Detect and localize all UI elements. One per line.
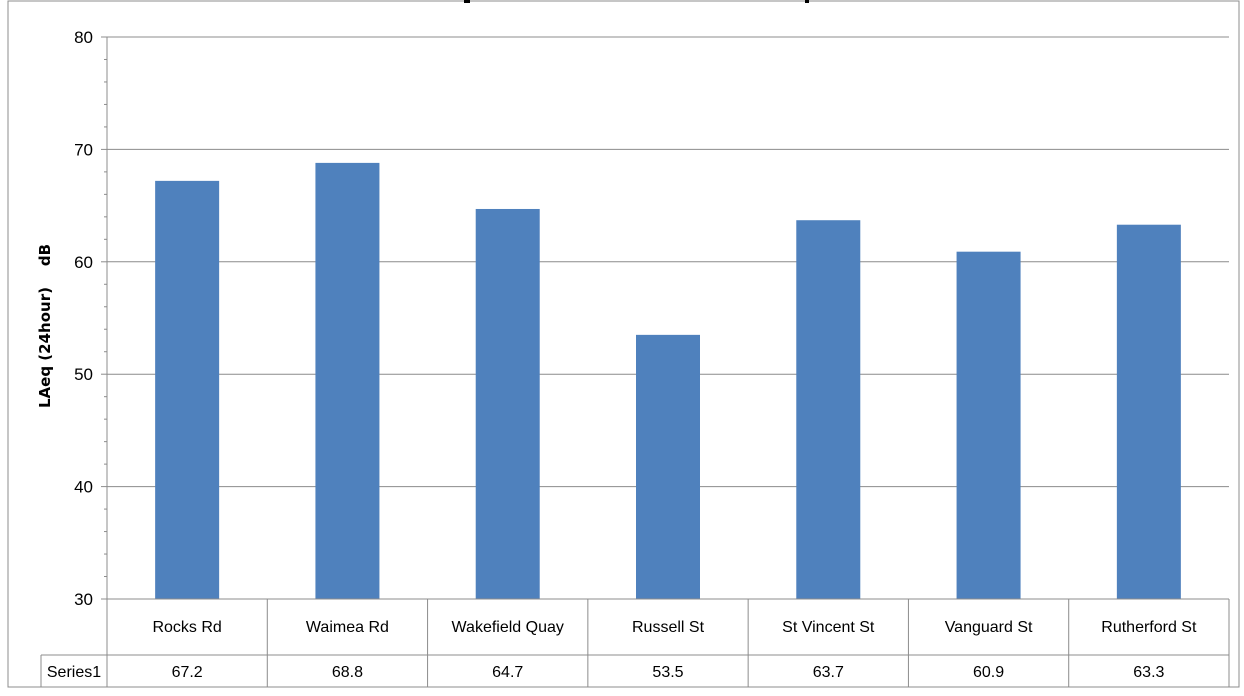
y-tick-label: 40 <box>74 478 93 497</box>
bar-waimea-rd <box>315 162 380 599</box>
table-value-cell: 63.7 <box>813 664 844 681</box>
x-category-label: Wakefield Quay <box>452 619 564 636</box>
bar-vanguard-st <box>956 251 1021 599</box>
table-value-cell: 63.3 <box>1133 664 1164 681</box>
table-value-cell: 68.8 <box>332 664 363 681</box>
x-category-label: Russell St <box>632 619 705 636</box>
table-value-cell: 64.7 <box>492 664 523 681</box>
bars-layer <box>155 162 1181 600</box>
axis-layer <box>101 36 108 600</box>
table-value-cell: 60.9 <box>973 664 1004 681</box>
x-category-label: Rocks Rd <box>152 619 221 636</box>
bar-st-vincent-st <box>796 220 861 599</box>
x-category-label: Waimea Rd <box>306 619 389 636</box>
bar-rocks-rd <box>155 180 220 599</box>
y-tick-label: 50 <box>74 365 93 384</box>
table-value-cell: 53.5 <box>652 664 683 681</box>
y-tick-label: 70 <box>74 140 93 159</box>
data-table: Series1 Rocks Rd 67.2 Waimea Rd 68.8 Wakefiel… <box>40 598 1230 688</box>
cutoff-title-marks <box>464 0 809 3</box>
bar-rutherford-st <box>1116 224 1181 599</box>
y-tick-label: 60 <box>74 253 93 272</box>
x-category-label: Rutherford St <box>1101 619 1197 636</box>
y-axis-label: LAeq (24hour) dB <box>36 244 54 408</box>
x-category-label: Vanguard St <box>945 619 1033 636</box>
bar-wakefield-quay <box>475 208 540 600</box>
table-series-name: Series1 <box>47 664 101 681</box>
bar-russell-st <box>636 334 700 599</box>
x-category-label: St Vincent St <box>782 619 875 636</box>
y-tick-label: 30 <box>74 590 93 609</box>
ticks-layer: 30 40 50 60 70 80 <box>74 28 93 609</box>
table-value-cell: 67.2 <box>172 664 203 681</box>
y-tick-label: 80 <box>74 28 93 47</box>
